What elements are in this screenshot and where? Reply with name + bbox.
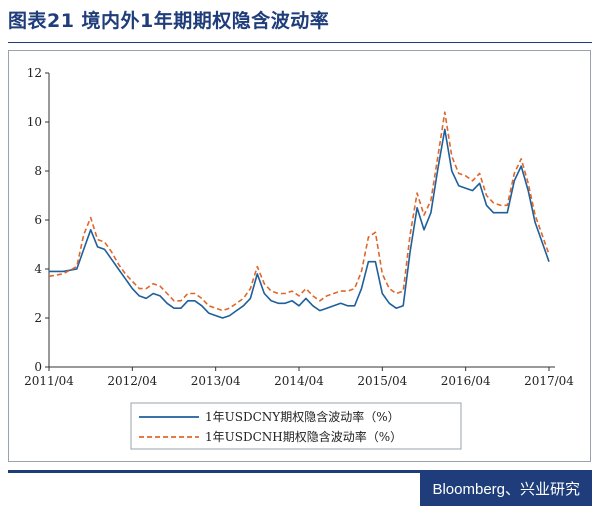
chart-frame: 0 2 4 6 8 10 12 2011/04 2012/04 2013/04 2014/04 201… bbox=[8, 50, 591, 462]
y-tick-label: 6 bbox=[34, 213, 42, 227]
y-tick-label: 10 bbox=[27, 115, 42, 129]
x-tick-label: 2017/04 bbox=[524, 374, 574, 388]
chart-legend: 1年USDCNY期权隐含波动率（%） 1年USDCNH期权隐含波动率（%） bbox=[130, 402, 462, 450]
legend-box bbox=[130, 402, 462, 450]
x-tick-label: 2016/04 bbox=[441, 374, 491, 388]
title-rule bbox=[8, 42, 592, 43]
y-tick-label: 4 bbox=[34, 262, 42, 276]
chart-title: 图表21 境内外1年期期权隐含波动率 bbox=[8, 10, 330, 32]
chart-axes: 0 2 4 6 8 10 12 2011/04 2012/04 2013/04 2014/04 201… bbox=[24, 66, 574, 388]
x-tick-label: 2012/04 bbox=[107, 374, 157, 388]
source-rule bbox=[8, 470, 592, 473]
source-label: Bloomberg、兴业研究 bbox=[420, 473, 592, 506]
y-tick-label: 8 bbox=[34, 164, 42, 178]
line-chart: 0 2 4 6 8 10 12 2011/04 2012/04 2013/04 2014/04 201… bbox=[24, 66, 574, 450]
x-tick-label: 2013/04 bbox=[191, 374, 241, 388]
x-tick-label: 2015/04 bbox=[357, 374, 407, 388]
series-line-1 bbox=[49, 128, 550, 319]
x-tick-label: 2014/04 bbox=[274, 374, 324, 388]
chart-series bbox=[48, 111, 550, 319]
legend-label-2: 1年USDCNH期权隐含波动率（%） bbox=[205, 429, 402, 444]
source-footer: Bloomberg、兴业研究 bbox=[8, 470, 592, 506]
y-tick-label: 2 bbox=[34, 311, 42, 325]
legend-label-1: 1年USDCNY期权隐含波动率（%） bbox=[205, 409, 400, 424]
series-line-2 bbox=[48, 111, 550, 312]
y-tick-label: 0 bbox=[34, 360, 42, 374]
x-tick-label: 2011/04 bbox=[24, 374, 74, 388]
y-tick-label: 12 bbox=[27, 66, 42, 80]
